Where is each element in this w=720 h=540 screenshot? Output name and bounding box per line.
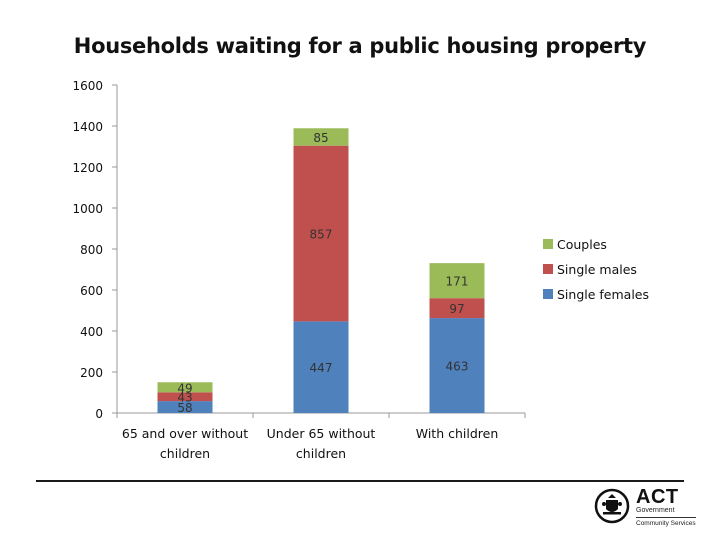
logo-divider xyxy=(636,517,696,518)
x-category-label: children xyxy=(296,446,346,461)
bar-segment xyxy=(429,263,485,299)
logo-subtitle: Government xyxy=(636,507,675,514)
legend-swatch xyxy=(543,264,553,274)
chart-category-labels: 65 and over without children Under 65 with… xyxy=(122,426,498,461)
data-label: 463 xyxy=(446,360,469,374)
coat-of-arms-icon xyxy=(594,488,630,524)
bar-segment xyxy=(157,401,213,413)
act-government-logo: ACT Government Community Services xyxy=(592,486,702,532)
x-category-label: children xyxy=(160,446,210,461)
logo-org: ACT xyxy=(636,486,679,508)
data-label: 58 xyxy=(177,401,192,415)
legend-swatch xyxy=(543,239,553,249)
chart-bars xyxy=(157,128,485,413)
bar-segment xyxy=(293,145,349,322)
x-category-label: Under 65 without xyxy=(267,426,376,441)
data-label: 43 xyxy=(177,391,192,405)
chart-legend: Couples Single males Single females xyxy=(543,237,649,302)
legend-label: Single males xyxy=(557,262,637,277)
x-category-label: With children xyxy=(416,426,499,441)
y-tick-label: 800 xyxy=(80,243,103,257)
bar-segment xyxy=(429,298,485,319)
y-tick-label: 1000 xyxy=(72,202,103,216)
y-tick-label: 1600 xyxy=(72,79,103,93)
data-label: 97 xyxy=(449,302,464,316)
data-label: 857 xyxy=(310,228,333,242)
bar-segment xyxy=(157,392,213,402)
logo-department: Community Services xyxy=(636,520,696,527)
footer-divider xyxy=(36,480,684,482)
data-label: 171 xyxy=(446,275,469,289)
legend-label: Single females xyxy=(557,287,649,302)
data-label: 49 xyxy=(177,381,192,395)
bar-segment xyxy=(293,128,349,146)
legend-swatch xyxy=(543,289,553,299)
bar-segment xyxy=(293,321,349,413)
bar-segment xyxy=(429,318,485,413)
x-category-label: 65 and over without xyxy=(122,426,248,441)
bar-segment xyxy=(157,382,213,393)
chart-title: Households waiting for a public housing … xyxy=(73,34,647,58)
y-tick-label: 200 xyxy=(80,366,103,380)
legend-label: Couples xyxy=(557,237,607,252)
y-tick-label: 400 xyxy=(80,325,103,339)
y-tick-label: 1200 xyxy=(72,161,103,175)
data-label: 447 xyxy=(310,361,333,375)
y-tick-label: 0 xyxy=(95,407,103,421)
data-label: 85 xyxy=(313,131,328,145)
y-tick-label: 1400 xyxy=(72,120,103,134)
y-tick-label: 600 xyxy=(80,284,103,298)
